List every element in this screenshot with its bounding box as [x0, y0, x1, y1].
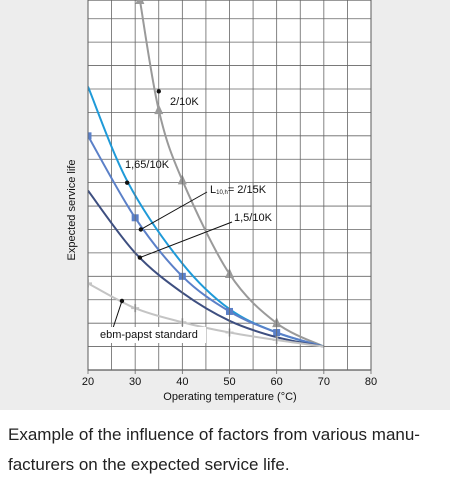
- x-tick-label: 80: [365, 376, 377, 388]
- series-label: ebm-papst standard: [100, 329, 198, 341]
- marker: [88, 132, 92, 140]
- marker: [154, 104, 164, 115]
- x-tick-label: 60: [271, 376, 283, 388]
- leader-dot: [156, 89, 161, 94]
- caption-line: Example of the influence of factors from…: [8, 425, 420, 444]
- x-tick-label: 70: [318, 376, 330, 388]
- series-label: 1,65/10K: [125, 159, 170, 171]
- leader-line: [112, 300, 123, 329]
- line: [88, 190, 325, 348]
- x-tick-label: 50: [223, 376, 235, 388]
- leader-dot: [137, 255, 143, 260]
- leader-dot: [138, 227, 144, 232]
- leader-dot: [119, 298, 125, 304]
- series-label: L10,h= 2/15K: [210, 184, 267, 196]
- x-tick-label: 30: [129, 376, 141, 388]
- label-box: [94, 327, 206, 343]
- label-prefix: L: [210, 184, 216, 196]
- leader-line: [140, 191, 208, 230]
- label-text: = 2/15K: [228, 184, 267, 196]
- marker: [88, 279, 92, 288]
- label-sub: 10,h: [216, 190, 228, 196]
- leader-line: [139, 221, 233, 259]
- x-tick-label: 20: [82, 376, 94, 388]
- leader-dot: [124, 180, 130, 185]
- x-tick-label: 40: [176, 376, 188, 388]
- series-label: 1,5/10K: [234, 212, 273, 224]
- marker: [135, 0, 145, 4]
- x-axis-label: Operating temperature (°C): [163, 391, 296, 403]
- caption-line: facturers on the expected service life.: [8, 455, 290, 474]
- y-axis-label: Expected service life: [66, 160, 78, 261]
- series-label: 2/10K: [170, 96, 199, 108]
- chart: Operating temperature (°C) Expected serv…: [0, 0, 450, 410]
